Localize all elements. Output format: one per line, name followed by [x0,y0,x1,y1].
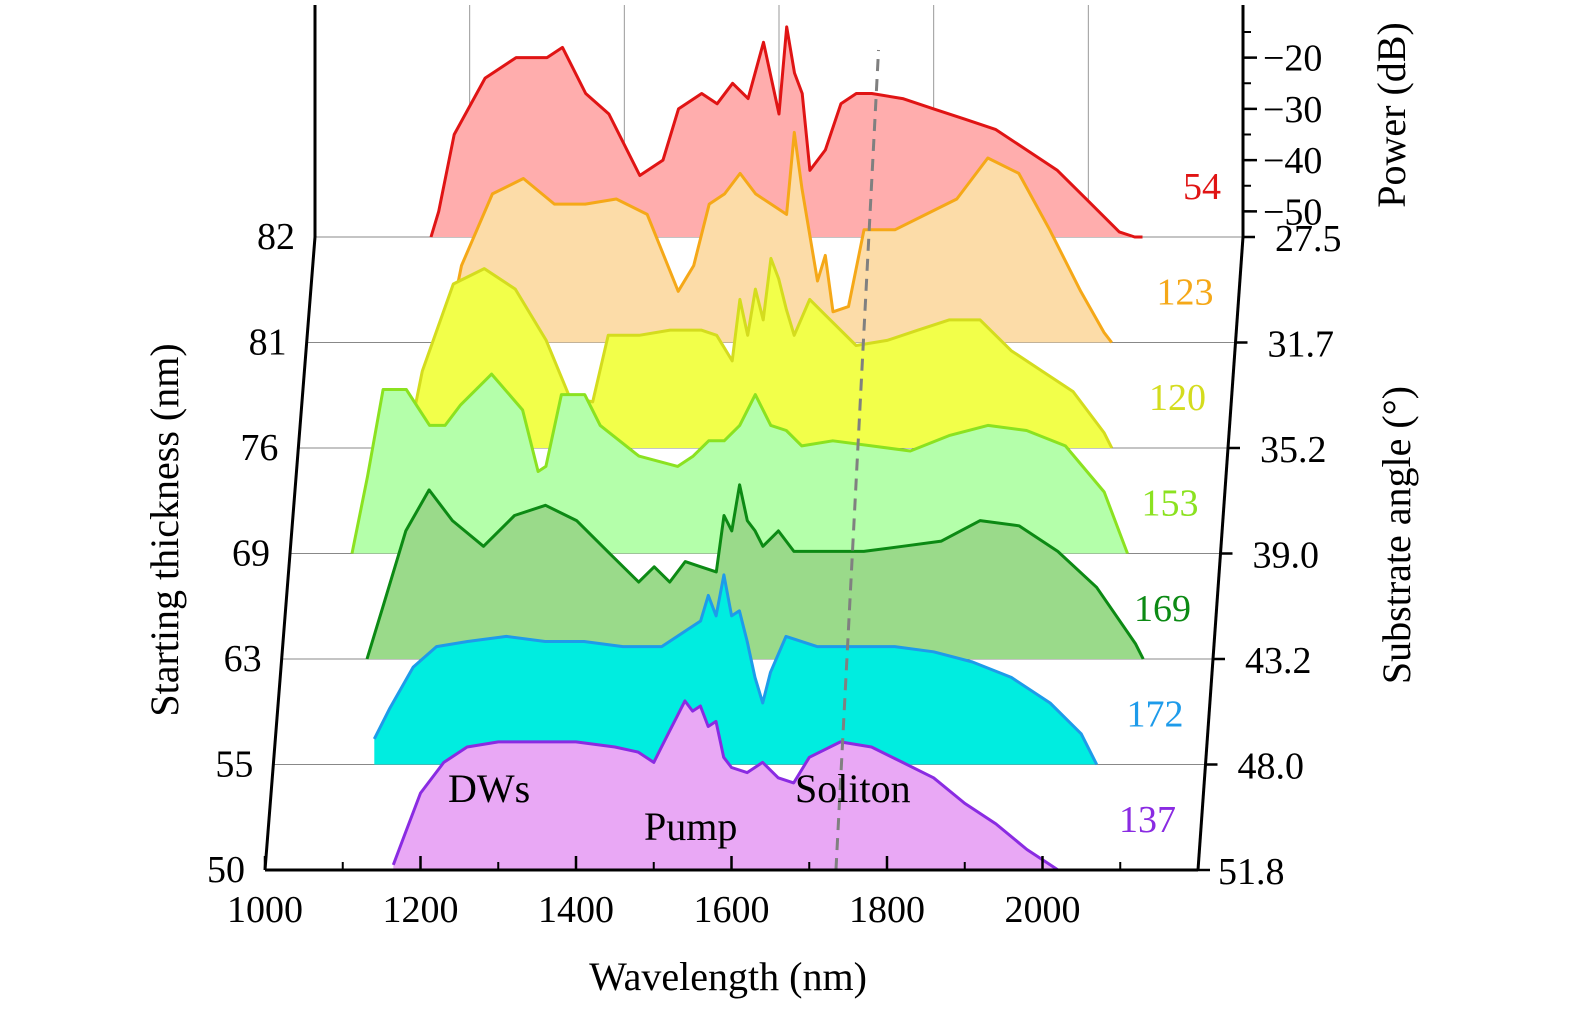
x-tick-label: 1200 [383,889,459,931]
thickness-tick-label: 82 [257,216,295,258]
series-172: 172 [273,573,1206,766]
series-123: 123 [306,130,1236,344]
x-tick-label: 1400 [538,889,614,931]
series-label-137: 137 [1119,799,1176,841]
overlay-layer: 1000 1200 1400 1600 1800 2000 50 51.8 55 48.0 63 43… [207,5,1342,931]
x-tick-label: 2000 [1005,889,1081,931]
series-line-153 [350,372,1129,555]
z-axis-title: Power (dB) [1369,22,1414,208]
z-tick-label: −30 [1263,89,1322,131]
series-54: 54 [315,25,1243,239]
series-line-172 [372,573,1099,766]
annotation-pump: Pump [644,804,737,849]
series-label-172: 172 [1127,694,1184,736]
angle-tick-label: 39.0 [1253,535,1320,577]
series-label-120: 120 [1149,377,1206,419]
x-tick-label: 1800 [849,889,925,931]
x-tick-label: 1000 [227,889,303,931]
series-line-123 [444,130,1113,344]
x-axis-title: Wavelength (nm) [589,954,867,999]
angle-tick-label: 48.0 [1238,746,1305,788]
thickness-tick-label: 69 [232,533,270,575]
thickness-tick-label: 55 [215,744,253,786]
x-tick-label: 1600 [694,889,770,931]
series-line-169 [365,483,1145,660]
series-area-54 [431,26,1143,238]
angle-tick-label: 43.2 [1245,640,1312,682]
series-label-153: 153 [1142,483,1199,525]
annotation-soliton: Soliton [795,766,911,811]
series-label-54: 54 [1183,166,1221,208]
right-axis-title: Substrate angle (°) [1374,386,1419,684]
series-area-123 [446,132,1112,343]
thickness-tick-label: 81 [249,322,287,364]
annotation-dws: DWs [448,766,530,811]
series-area-169 [367,484,1144,659]
angle-tick-label: 27.5 [1275,218,1342,260]
left-axis-title: Starting thickness (nm) [142,343,187,716]
left-depth-axis [263,236,317,871]
z-tick-label: −40 [1263,140,1322,182]
angle-tick-label: 31.7 [1268,324,1335,366]
thickness-tick-label: 50 [207,849,245,891]
series-area-172 [374,574,1097,765]
series-label-123: 123 [1157,272,1214,314]
series-line-54 [429,25,1143,239]
series-line-120 [405,256,1114,449]
angle-tick-label: 51.8 [1218,851,1285,893]
z-tick-label: −50 [1263,191,1322,233]
angle-tick-label: 35.2 [1260,429,1327,471]
thickness-tick-label: 63 [224,638,262,680]
series-layer: 54 123 120 153 169 172 137 [265,25,1243,872]
series-label-169: 169 [1134,588,1191,630]
z-tick-label: −20 [1263,38,1322,80]
series-line-137 [391,699,1059,872]
pump-dashed-line [834,49,881,871]
thickness-tick-label: 76 [240,427,278,469]
